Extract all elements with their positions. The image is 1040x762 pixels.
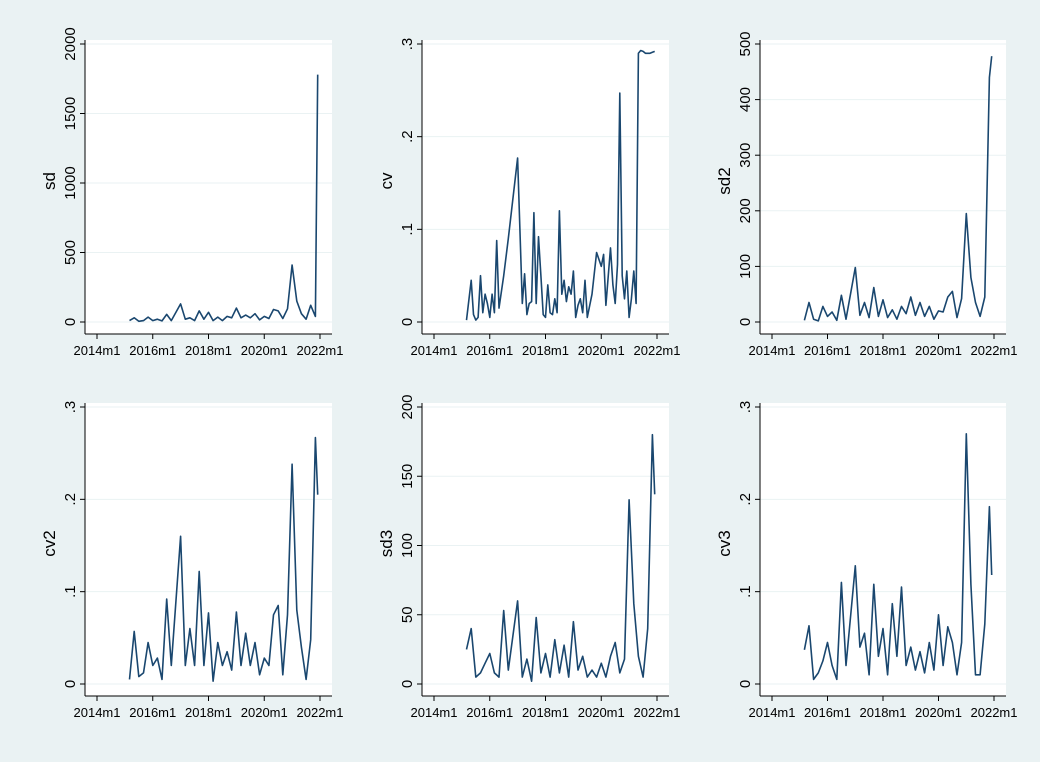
y-tick-label: .2 — [737, 493, 754, 506]
y-axis-title: cv2 — [40, 530, 59, 556]
y-axis-title: cv3 — [715, 530, 734, 556]
x-tick-label: 2014m1 — [411, 705, 458, 720]
x-tick-label: 2016m1 — [804, 705, 851, 720]
y-tick-label: 1500 — [62, 97, 79, 130]
y-tick-label: .1 — [399, 223, 416, 236]
x-tick-label: 2014m1 — [411, 343, 458, 358]
series-line — [129, 74, 319, 323]
x-tick-label: 2020m1 — [241, 705, 288, 720]
y-tick-label: 150 — [399, 464, 416, 489]
y-tick-label: .3 — [399, 38, 416, 51]
x-tick-label: 2018m1 — [860, 705, 907, 720]
x-tick-label: 2020m1 — [915, 343, 962, 358]
panel-cv: 0 .1 .2 .3 2014m1 2016m1 2018m1 2020m1 2022m1 cv — [377, 38, 680, 358]
x-tick-label: 2018m1 — [522, 343, 569, 358]
y-tick-label: 100 — [399, 533, 416, 558]
y-tick-label: 0 — [399, 680, 416, 688]
x-tick-label: 2022m1 — [297, 343, 344, 358]
plot-region — [760, 403, 1006, 696]
y-tick-label: .2 — [62, 493, 79, 506]
y-axis-title: cv — [377, 172, 396, 190]
y-tick-label: 50 — [399, 606, 416, 623]
x-tick-label: 2016m1 — [466, 705, 513, 720]
y-tick-label: .3 — [62, 401, 79, 414]
x-tick-label: 2016m1 — [129, 705, 176, 720]
x-tick-label: 2022m1 — [971, 343, 1018, 358]
y-tick-label: 0 — [737, 318, 754, 326]
plot-region — [85, 40, 332, 334]
y-tick-label: 0 — [62, 680, 79, 688]
series-line — [465, 433, 656, 683]
y-tick-label: 2000 — [62, 27, 79, 60]
panel-cv3: 0 .1 .2 .3 2014m1 2016m1 2018m1 2020m1 2022m1 cv3 — [715, 401, 1017, 720]
y-tick-label: 200 — [399, 394, 416, 419]
y-tick-label: .1 — [62, 585, 79, 598]
x-tick-label: 2014m1 — [749, 705, 796, 720]
plot-region — [85, 403, 332, 696]
y-tick-label: 1000 — [62, 166, 79, 199]
x-tick-label: 2020m1 — [915, 705, 962, 720]
y-tick-label: .2 — [399, 130, 416, 143]
y-axis-title: sd — [40, 172, 59, 190]
x-tick-label: 2020m1 — [241, 343, 288, 358]
y-tick-label: 300 — [737, 143, 754, 168]
x-tick-label: 2018m1 — [522, 705, 569, 720]
plot-region — [760, 40, 1006, 334]
x-tick-label: 2020m1 — [578, 705, 625, 720]
y-tick-label: 0 — [62, 318, 79, 326]
y-tick-label: 500 — [737, 31, 754, 56]
x-tick-label: 2014m1 — [749, 343, 796, 358]
x-tick-label: 2014m1 — [74, 343, 121, 358]
panel-sd3: 0 50 100 150 200 2014m1 2016m1 2018m1 2020m1 2022… — [377, 394, 680, 720]
y-tick-label: 400 — [737, 87, 754, 112]
y-axis-title: sd2 — [715, 167, 734, 194]
x-tick-label: 2016m1 — [466, 343, 513, 358]
panel-cv2: 0 .1 .2 .3 2014m1 2016m1 2018m1 2020m1 2022m1 cv2 — [40, 401, 343, 720]
x-tick-label: 2022m1 — [971, 705, 1018, 720]
panel-sd: 0 500 1000 1500 2000 2014m1 2016m1 2018m1 2020m1… — [40, 27, 343, 358]
panel-sd2: 0 100 200 300 400 500 2014m1 2016m1 2018m1 2020m1… — [715, 31, 1017, 358]
x-tick-label: 2016m1 — [804, 343, 851, 358]
y-tick-label: 0 — [399, 318, 416, 326]
x-tick-label: 2014m1 — [74, 705, 121, 720]
x-tick-label: 2016m1 — [129, 343, 176, 358]
y-tick-label: 100 — [737, 254, 754, 279]
y-axis-title: sd3 — [377, 530, 396, 557]
y-tick-label: 200 — [737, 198, 754, 223]
series-line — [465, 49, 655, 321]
x-tick-label: 2022m1 — [634, 705, 681, 720]
y-tick-label: 500 — [62, 240, 79, 265]
series-line — [803, 56, 993, 322]
x-tick-label: 2018m1 — [185, 343, 232, 358]
y-tick-label: 0 — [737, 680, 754, 688]
x-tick-label: 2018m1 — [185, 705, 232, 720]
series-line — [128, 436, 319, 683]
x-tick-label: 2020m1 — [578, 343, 625, 358]
y-tick-label: .3 — [737, 401, 754, 414]
x-tick-label: 2018m1 — [860, 343, 907, 358]
x-tick-label: 2022m1 — [634, 343, 681, 358]
series-line — [803, 432, 993, 681]
x-tick-label: 2022m1 — [297, 705, 344, 720]
y-tick-label: .1 — [737, 585, 754, 598]
